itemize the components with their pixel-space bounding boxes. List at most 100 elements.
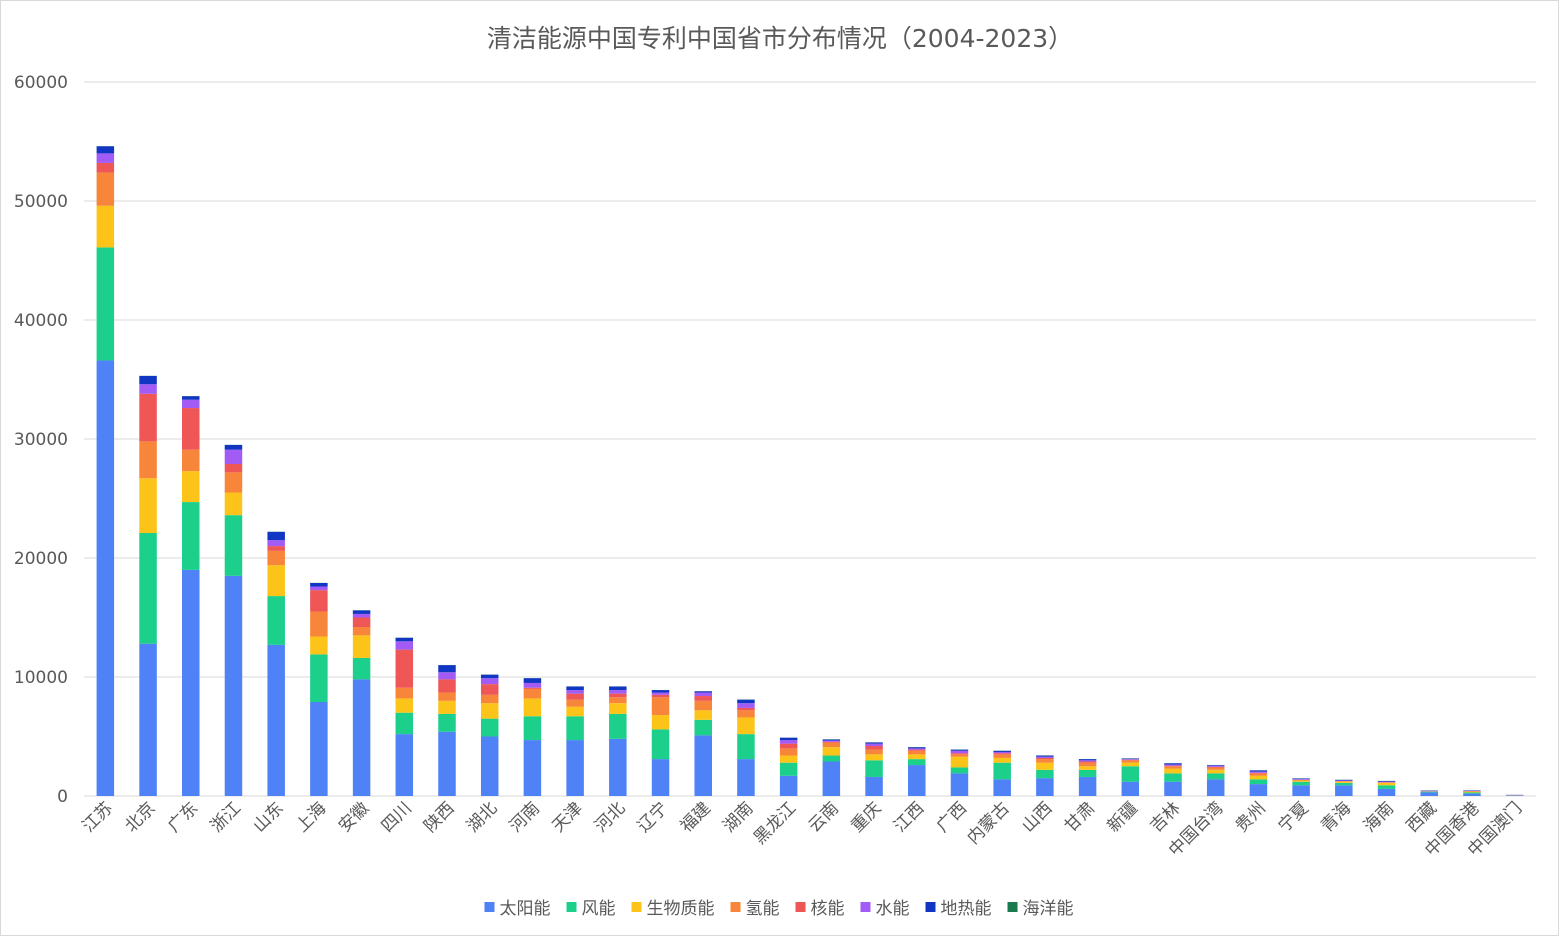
bar-segment: [267, 551, 285, 565]
bar-segment: [1378, 781, 1396, 782]
bar-segment: [951, 753, 969, 754]
bar-segment: [353, 658, 371, 679]
bar-segment: [951, 751, 969, 753]
bar-segment: [353, 614, 371, 618]
x-tick-label: 四川: [378, 798, 416, 836]
y-tick-label: 50000: [14, 192, 68, 212]
bar-segment: [1122, 760, 1140, 762]
x-tick-label: 河北: [591, 798, 629, 836]
bar-segment: [225, 493, 243, 516]
bar-segment: [481, 695, 499, 703]
y-tick-label: 0: [57, 787, 68, 807]
bar-segment: [97, 360, 115, 796]
bar-segment: [1250, 779, 1268, 784]
bar-segment: [97, 146, 115, 153]
x-tick-label: 北京: [121, 798, 159, 836]
bar-segment: [438, 732, 456, 796]
bar-segment: [97, 153, 115, 163]
bar-segment: [438, 692, 456, 700]
x-tick-label: 上海: [292, 798, 330, 836]
bar-segment: [609, 739, 627, 796]
bar-segment: [438, 672, 456, 679]
y-tick-label: 60000: [14, 73, 68, 93]
bar-segment: [865, 750, 883, 755]
gridlines: [84, 82, 1536, 796]
bar-segment: [993, 758, 1011, 763]
bar-segment: [780, 763, 798, 776]
bar-segment: [1079, 777, 1097, 796]
bar-segment: [182, 408, 200, 450]
x-tick-label: 青海: [1317, 798, 1355, 836]
bar-segment: [1463, 792, 1481, 793]
chart-title: 清洁能源中国专利中国省市分布情况（2004-2023）: [487, 24, 1073, 53]
bar-segment: [865, 777, 883, 796]
bar-segment: [951, 757, 969, 768]
bar-segment: [1079, 770, 1097, 777]
bar-segment: [1335, 781, 1353, 782]
bar-segment: [481, 719, 499, 737]
bar-segment: [1079, 760, 1097, 761]
x-tick-label: 内蒙古: [964, 798, 1014, 848]
bar-segment: [1378, 782, 1396, 783]
x-tick-label: 云南: [805, 798, 843, 836]
x-tick-label: 甘肃: [1061, 798, 1099, 836]
bar-segment: [97, 163, 115, 173]
bar-segment: [1463, 791, 1481, 792]
bar-segment: [396, 688, 414, 699]
bar-segment: [1378, 783, 1396, 785]
bar-segment: [652, 690, 670, 692]
bar-segment: [609, 697, 627, 703]
bar-segment: [396, 734, 414, 796]
bar-segment: [609, 703, 627, 714]
bar-segment: [97, 172, 115, 205]
x-tick-label: 黑龙江: [750, 798, 800, 848]
bar-segment: [652, 695, 670, 697]
legend-label: 海洋能: [1023, 899, 1074, 919]
x-tick-label: 海南: [1360, 798, 1398, 836]
bar-segment: [310, 587, 328, 591]
bar-segment: [1378, 782, 1396, 783]
bar-segment: [481, 684, 499, 695]
bar-segment: [1292, 779, 1310, 780]
bar-segment: [396, 650, 414, 688]
bar-segment: [737, 759, 755, 796]
bar-segment: [993, 763, 1011, 780]
bar-segment: [823, 741, 841, 742]
bar-segment: [1420, 792, 1438, 796]
bar-segment: [1079, 766, 1097, 770]
bar-segment: [652, 697, 670, 715]
bar-segment: [1250, 772, 1268, 773]
x-tick-label: 河南: [506, 798, 544, 836]
bar-segment: [566, 687, 584, 691]
bar-segment: [182, 570, 200, 796]
bar-segment: [1164, 763, 1182, 764]
bar-segment: [396, 698, 414, 712]
bar-segment: [1036, 763, 1054, 770]
bar-segment: [780, 776, 798, 796]
bar-segment: [566, 694, 584, 700]
bar-segment: [823, 742, 841, 743]
bar-segment: [396, 713, 414, 734]
bar-segment: [438, 701, 456, 714]
bar-segment: [865, 746, 883, 750]
bar-segment: [310, 654, 328, 702]
bar-segment: [566, 700, 584, 707]
bar-segment: [737, 708, 755, 710]
bar-segment: [823, 761, 841, 796]
legend-swatch: [632, 902, 642, 912]
bar-segment: [1036, 770, 1054, 778]
bar-segment: [1463, 792, 1481, 793]
x-tick-label: 福建: [677, 798, 715, 836]
legend-swatch: [796, 902, 806, 912]
bar-segment: [310, 590, 328, 611]
bar-segment: [951, 773, 969, 796]
bar-segment: [1122, 759, 1140, 760]
bar-segment: [908, 765, 926, 796]
bar-segment: [353, 618, 371, 628]
x-tick-label: 广西: [933, 798, 971, 836]
bar-segment: [780, 740, 798, 744]
bar-segment: [908, 750, 926, 751]
bar-segment: [1164, 769, 1182, 774]
bar-segment: [1036, 756, 1054, 757]
bar-segment: [780, 744, 798, 749]
